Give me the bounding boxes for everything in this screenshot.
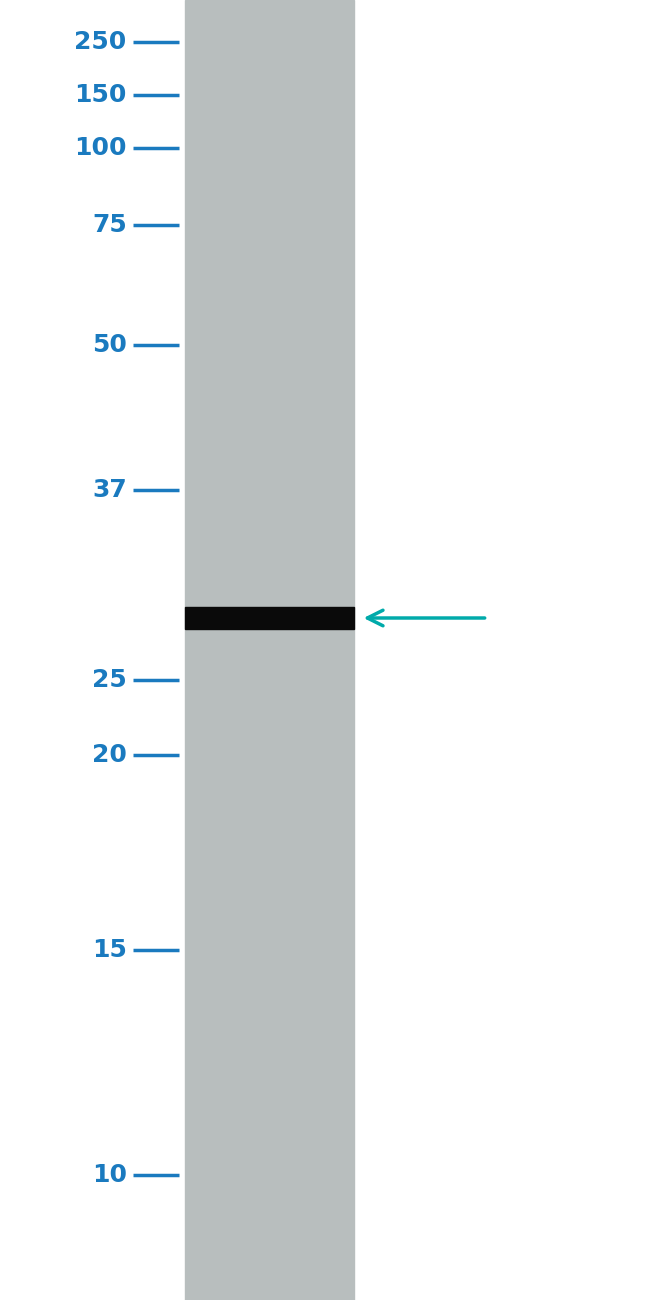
Text: 25: 25 (92, 668, 127, 692)
Bar (185, 607, 354, 629)
Text: 10: 10 (92, 1164, 127, 1187)
Text: 50: 50 (92, 333, 127, 358)
Text: 250: 250 (75, 30, 127, 55)
Text: 37: 37 (92, 478, 127, 502)
Bar (185, 0, 354, 1300)
Text: 75: 75 (92, 213, 127, 237)
Text: 100: 100 (74, 136, 127, 160)
Text: 20: 20 (92, 744, 127, 767)
Text: 15: 15 (92, 939, 127, 962)
Text: 150: 150 (74, 83, 127, 107)
